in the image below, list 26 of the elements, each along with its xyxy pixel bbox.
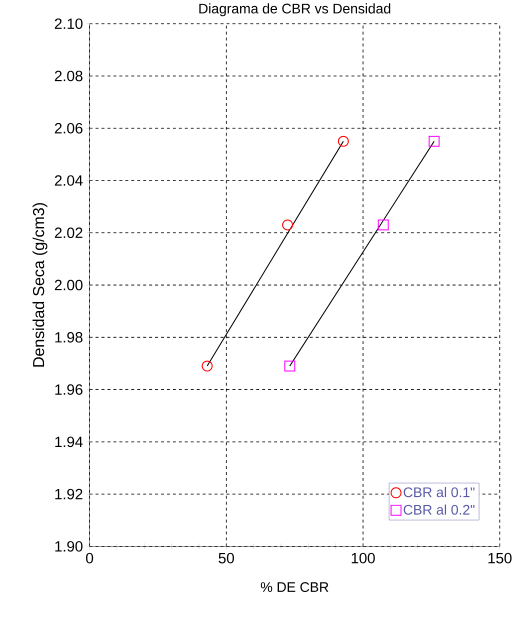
y-tick-label: 1.94	[55, 436, 83, 448]
x-tick-label: 50	[218, 552, 234, 564]
legend-label: CBR al 0.2"	[404, 504, 475, 515]
y-tick-label: 2.00	[55, 280, 83, 290]
point	[202, 360, 213, 372]
chart-title: Diagrama de CBR vs Densidad	[200, 3, 390, 16]
y-tick-label: 1.98	[55, 332, 83, 343]
point	[338, 136, 349, 147]
y-axis-title: Densidad Seca (g/cm3)	[32, 203, 48, 367]
x-tick-label: 0	[86, 552, 94, 564]
x-axis-title: % DE CBR	[261, 582, 329, 592]
point	[378, 219, 389, 230]
y-tick-label: 1.96	[55, 384, 83, 395]
y-tick-label: 2.08	[55, 70, 83, 82]
y-tick-label: 2.06	[55, 122, 83, 134]
point	[282, 219, 294, 230]
point	[428, 136, 440, 147]
x-tick-label: 100	[352, 552, 376, 564]
y-tick-label: 1.90	[55, 541, 83, 552]
y-tick-label: 2.04	[55, 175, 83, 186]
y-tick-label: 2.10	[55, 18, 83, 29]
legend-label: CBR al 0.1"	[404, 487, 475, 498]
y-tick-label: 2.02	[55, 228, 83, 238]
y-tick-label: 1.92	[55, 488, 83, 500]
point	[284, 360, 296, 372]
x-tick-label: 150	[488, 552, 512, 564]
